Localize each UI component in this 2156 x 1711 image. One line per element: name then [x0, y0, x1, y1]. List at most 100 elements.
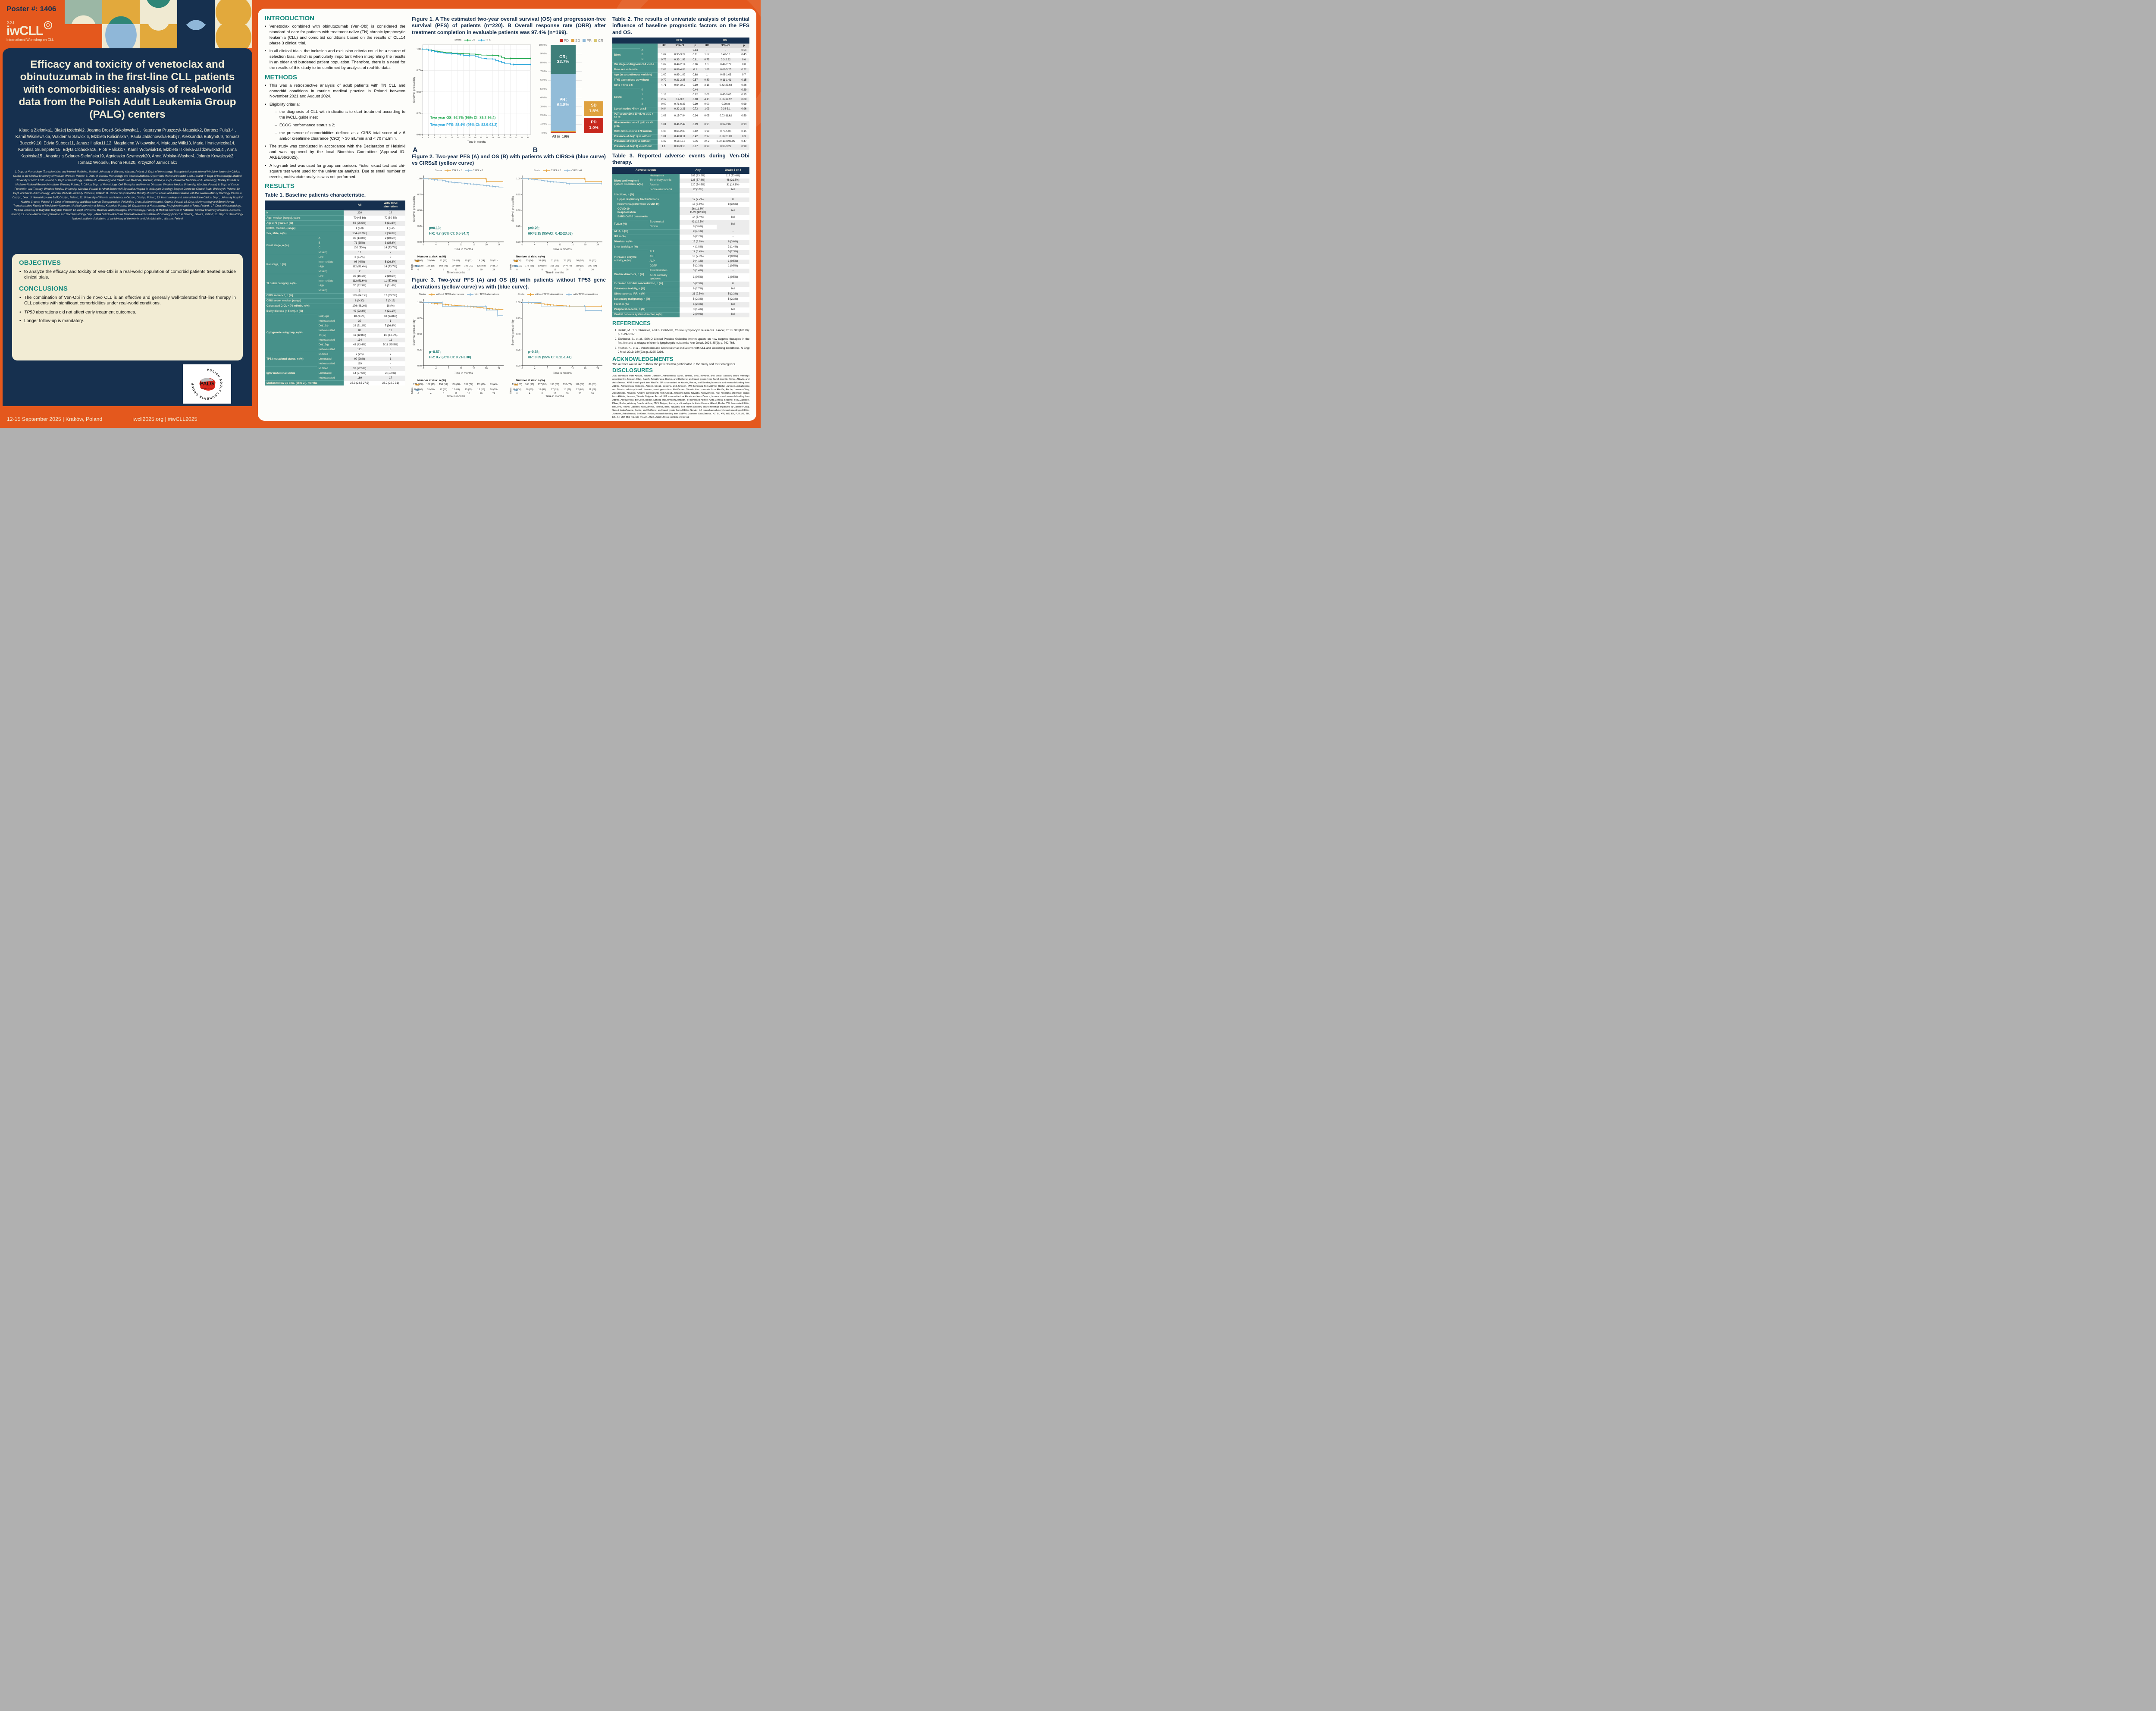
table-cell: Tri(12) [317, 333, 344, 338]
table-cell: Del(11q) [317, 323, 344, 329]
table-cell: 0.95 [701, 120, 713, 129]
figure2-km-pfs: Strata CIRS ≤ 6 CIRS > 6 0.00 0.25 0.50 0.75 1.… [411, 168, 506, 274]
table-cell: 0.45 [738, 53, 749, 58]
svg-text:20: 20 [480, 136, 482, 138]
figure2-km-os: Strata CIRS ≤ 6 CIRS > 6 0.00 0.25 0.50 0.75 1.… [510, 168, 605, 274]
bar-legend-item: SD [571, 38, 580, 43]
table-cell: 14 (27.5%) [343, 371, 376, 376]
column-intro-methods: INTRODUCTION Venetoclax combined with ob… [265, 14, 405, 416]
table-cell: All [343, 200, 376, 210]
svg-text:0.50: 0.50 [516, 210, 520, 212]
table-cell: 7 (0-13) [376, 298, 405, 304]
svg-text:24: 24 [498, 367, 500, 370]
svg-text:16: 16 [473, 367, 475, 370]
table-cell: A [317, 236, 344, 241]
table-cell: 112 (51.4%) [343, 264, 376, 269]
table-cell: 12 (63.2%) [376, 293, 405, 299]
table-cell: 2.09 [701, 93, 713, 98]
legend-swatch-icon [571, 38, 574, 42]
table-cell: Adverse events [612, 167, 680, 174]
table-cell: Not evaluated [317, 376, 344, 381]
table-row: Presence of tri(12) vs without 1.39 0.18-1… [612, 139, 749, 145]
table-row: TP53 aberrations vs without 0.70 0.21-2.38… [612, 78, 749, 83]
table-cell: 0.42-23.63 [713, 83, 739, 88]
table-row: Increased bilirubin concentration, n (%)… [612, 281, 749, 287]
table-cell: - [657, 88, 670, 93]
km-plot: 0.00 0.25 0.50 0.75 1.00 0 4 8 12 16 20 24 Time in m… [512, 299, 602, 375]
table-cell: 1.89 [701, 68, 713, 73]
table-cell: 0.84 [657, 107, 670, 113]
table2: PFS OS HR 95% CI p HR 95% CI p Binet A 0.84- -0.54 B… [612, 37, 749, 150]
table-row: High 70 (32.3%) 6 (31.6%) [265, 283, 405, 288]
table-cell: - [376, 361, 405, 367]
table-cell [670, 88, 690, 93]
list-item: in all clinical trials, the inclusion an… [265, 49, 405, 71]
table-cell: High [317, 264, 344, 269]
table-cell: 0.54 [738, 48, 749, 53]
table-row: 2 2.12 0.4-3.2 0.18 4.15 0.86-19.97 0.08 [612, 97, 749, 103]
table-cell: 0.86-19.97 [713, 97, 739, 103]
km-legend: Strata CIRS ≤ 6 CIRS > 6 [435, 169, 483, 172]
table-cell: Atrial fibrillation [648, 269, 680, 274]
table-cell: 1.84 [657, 134, 670, 140]
table-cell: 2.12 [657, 97, 670, 103]
figure3-panels: Strata without TP53 aberrations with TP53 … [411, 292, 606, 398]
table-row: Cutaneous toxicity, n (%) 6 (2.7%) Nd [612, 286, 749, 292]
table-cell: 0.39 [701, 78, 713, 83]
table-cell: 1 [639, 93, 658, 98]
table-cell: 24.2 [701, 139, 713, 145]
table-row: Blood and lymphoid system disorders, n(%… [612, 173, 749, 193]
table-cell: Any [679, 167, 717, 174]
table-cell: 0.00 [657, 102, 670, 107]
introduction-heading: INTRODUCTION [265, 15, 314, 22]
table-row: ECOG, median, (range) 1 (0-3) 1 (0-2) [265, 226, 405, 231]
svg-text:0.50: 0.50 [516, 333, 520, 335]
list-item: This was a retrospective analysis of adu… [265, 83, 405, 100]
table-cell: Rai stage, n (%) [265, 255, 317, 274]
table-cell: Mutated [317, 352, 344, 357]
table-row: 3 0.00 0.71-6.33 0.99 0.00 0.00-nr 0.99 [612, 102, 749, 107]
table-cell: 0.1 [689, 68, 701, 73]
header-artwork-tile [177, 0, 215, 24]
column-tables: Table 2. The results of univariate analy… [612, 14, 749, 419]
sub-list-item: the diagnosis of CLL with indications to… [275, 110, 405, 121]
svg-text:Two-year PFS: 88.4% (95% CI: 8: Two-year PFS: 88.4% (95% CI: 83.9-93.2) [430, 123, 498, 127]
table-cell: 0.49-2.14 [670, 63, 690, 68]
iwcll-logo-roman: XXI [7, 20, 15, 25]
km-legend-item: without TP53 aberrations [527, 293, 563, 296]
km-legend: Strata without TP53 aberrations with TP53 … [419, 293, 499, 296]
table-cell: Lymph nodes >5 cm vs ≤5 [612, 107, 658, 113]
table-cell: PFS [657, 37, 701, 44]
table-row: C 102 (50%) 14 (73.7%) [265, 245, 405, 251]
table-cell: 1.07 [657, 53, 670, 58]
svg-text:0.25: 0.25 [417, 225, 422, 228]
table-cell: 14 (73.7%) [376, 245, 405, 251]
table-cell: 72 (50-85) [376, 215, 405, 221]
bar-segment-sd [551, 131, 576, 132]
table-row: B 1.07 0.35-3.29 0.91 1.57 0.48-5.1 0.45 [612, 53, 749, 58]
table-cell: - [716, 269, 749, 274]
legend-swatch-icon [560, 38, 563, 42]
table-cell: 22 (10%) [679, 188, 717, 193]
table-cell: 0.99 [689, 120, 701, 129]
svg-text:8: 8 [547, 244, 548, 246]
svg-text:20: 20 [584, 244, 586, 246]
table-cell: Upper respiratory tract infections [612, 197, 680, 203]
svg-text:Survival probability: Survival probability [413, 196, 416, 222]
table-row: ECOG 0-0.44- -0.29 [612, 88, 749, 107]
table-row: TP53 mutational status, n (%) Mutated 2 (2… [265, 351, 405, 367]
table-cell: 11 (12.8%) [343, 333, 376, 338]
table-cell: Peripheral oedema, n (%) [612, 307, 680, 313]
table-row: Increased enzyme activity, n (%) ALT 14 (6… [612, 250, 749, 269]
table-cell: 2 (0.9%) [679, 312, 717, 317]
table-cell: 0.44 [689, 88, 701, 93]
table-cell: 3 [639, 102, 658, 107]
table-row: PFS OS [612, 37, 749, 44]
table-cell: Rai stage at diagnosis 3-4 vs 0-2 [612, 62, 658, 68]
table-cell: 0.08 [738, 97, 749, 103]
table-cell: 18 (%) [376, 304, 405, 309]
table-cell: - [376, 250, 405, 255]
km-legend-item: CIRS > 6 [564, 169, 582, 172]
svg-text:Time in months: Time in months [553, 248, 571, 251]
table-row: Del(11q) 28 (21.2%) 7 (36.8%) [265, 323, 405, 329]
